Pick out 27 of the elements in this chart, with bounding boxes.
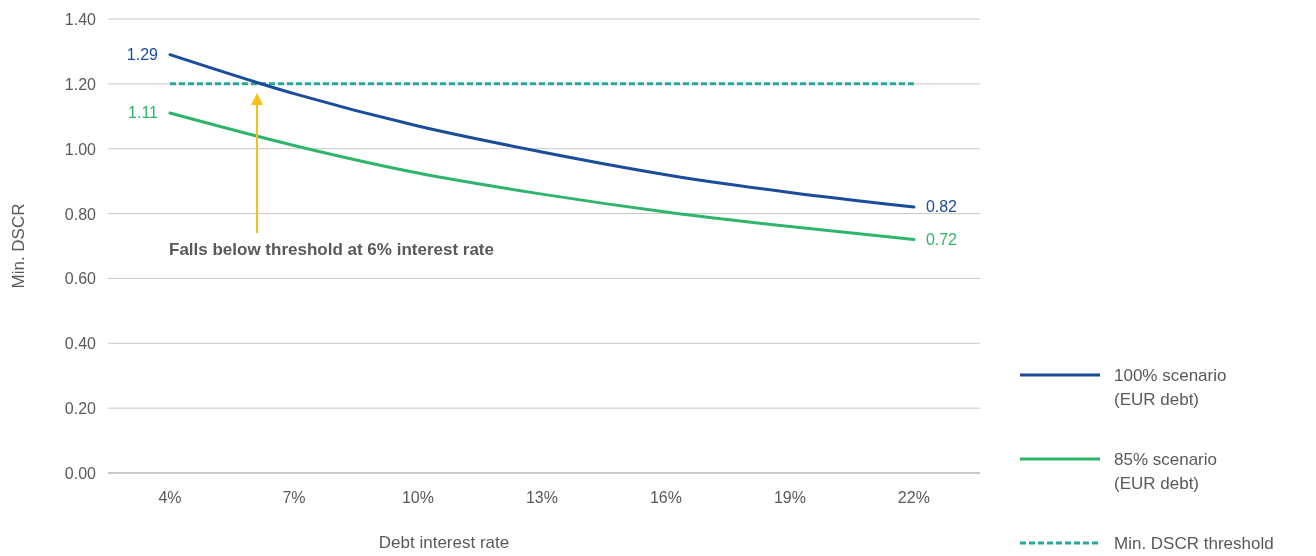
legend-label: 100% scenario (EUR debt) <box>1114 366 1227 409</box>
y-tick-label: 1.40 <box>64 11 97 28</box>
data-label: 0.82 <box>925 198 958 216</box>
x-tick-label: 16% <box>649 489 682 506</box>
line-series <box>168 111 916 242</box>
legend-label: Min. DSCR threshold <box>1114 534 1274 553</box>
y-axis-title: Min. DSCR <box>9 203 28 289</box>
y-tick-label: 1.00 <box>64 140 97 158</box>
x-axis-title: Debt interest rate <box>378 533 510 552</box>
x-tick-label: 4% <box>158 489 182 506</box>
annotation: Falls below threshold at 6% interest rate <box>169 240 494 259</box>
y-tick-label: 0.00 <box>64 465 97 482</box>
x-tick-label: 13% <box>525 489 558 506</box>
x-tick-label: 22% <box>897 489 930 506</box>
y-tick-label: 0.20 <box>64 400 97 418</box>
x-tick-label: 10% <box>401 489 434 506</box>
legend-label: 85% scenario (EUR debt) <box>1114 450 1222 493</box>
x-tick-label: 19% <box>773 489 806 506</box>
data-label: 1.29 <box>126 45 159 63</box>
data-label: 0.72 <box>925 230 958 248</box>
data-label: 1.11 <box>128 104 159 122</box>
x-tick-label: 7% <box>282 489 306 506</box>
line-series <box>168 53 916 209</box>
y-tick-label: 0.60 <box>64 270 97 288</box>
y-tick-label: 1.20 <box>64 75 97 93</box>
y-tick-label: 0.40 <box>64 335 97 353</box>
y-tick-label: 0.80 <box>64 205 97 223</box>
